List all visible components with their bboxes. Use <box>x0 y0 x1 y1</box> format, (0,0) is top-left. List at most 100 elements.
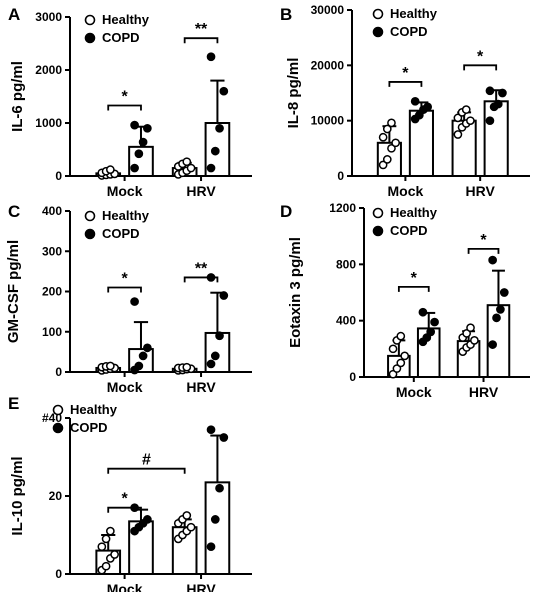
panel-letter: A <box>8 5 20 24</box>
legend-label: COPD <box>102 30 140 45</box>
panel-letter: D <box>280 202 292 221</box>
y-tick-label: 3000 <box>35 10 62 24</box>
data-point <box>461 105 471 114</box>
legend-marker-copd <box>84 228 96 240</box>
data-point <box>392 364 402 373</box>
y-tick-label: 30000 <box>311 3 345 17</box>
data-point <box>130 120 139 130</box>
data-point <box>410 96 420 106</box>
legend-label: COPD <box>70 420 108 435</box>
y-tick-label: 400 <box>42 204 62 218</box>
significance-bracket <box>183 37 219 44</box>
significance-label: * <box>121 491 128 508</box>
significance-bracket <box>183 276 219 283</box>
significance-label: * <box>477 48 484 65</box>
significance-bracket <box>107 286 142 293</box>
data-point <box>414 110 424 120</box>
data-point <box>134 149 144 159</box>
legend-label: Healthy <box>102 208 150 223</box>
significance-bracket <box>388 81 423 87</box>
data-point <box>418 307 428 317</box>
data-point <box>400 351 410 361</box>
data-point <box>186 522 196 532</box>
data-point <box>462 328 471 338</box>
y-axis-label: IL-6 pg/ml <box>9 61 26 132</box>
data-point <box>498 88 507 98</box>
x-category-label: Mock <box>388 183 424 199</box>
data-point <box>387 143 396 153</box>
y-tick-label: 0 <box>55 365 62 379</box>
data-point <box>105 526 115 536</box>
data-point <box>186 163 196 173</box>
data-point <box>210 515 220 524</box>
y-tick-label: 1200 <box>329 201 356 215</box>
data-point <box>97 542 107 552</box>
legend-label: Healthy <box>102 12 150 27</box>
x-category-label: HRV <box>186 183 216 199</box>
x-category-label: HRV <box>186 379 216 395</box>
y-tick-label: 10000 <box>311 114 345 128</box>
data-point <box>453 113 463 123</box>
panel-letter: C <box>8 202 20 221</box>
y-tick-label: 0 <box>55 567 62 581</box>
y-axis-label: Eotaxin 3 pg/ml <box>287 237 304 348</box>
data-point <box>143 343 152 353</box>
significance-label: * <box>480 232 487 249</box>
panel-letter: E <box>8 394 19 413</box>
data-point <box>496 305 505 314</box>
data-point <box>101 561 111 571</box>
data-point <box>378 160 388 170</box>
data-point <box>470 336 479 345</box>
data-point <box>485 116 495 126</box>
significance-bracket <box>397 285 430 292</box>
data-point <box>206 425 216 435</box>
data-point <box>215 123 224 133</box>
significance-bracket <box>107 104 142 111</box>
data-point <box>388 369 398 379</box>
data-point <box>210 351 220 361</box>
panel-b: B IL-8 pg/ml 0 10000 20000 30000 Mock HRV * * Heal… <box>280 3 530 199</box>
y-tick-label: 2000 <box>35 63 62 77</box>
x-category-label: HRV <box>186 581 216 592</box>
data-point <box>138 351 148 361</box>
y-tick-label: 0 <box>337 169 344 183</box>
data-point <box>101 534 111 544</box>
data-point <box>138 137 148 147</box>
significance-label: # <box>142 452 151 469</box>
legend-marker-healthy <box>84 14 96 26</box>
data-point <box>485 86 495 96</box>
data-point <box>105 361 115 371</box>
significance-label: * <box>121 89 128 106</box>
significance-label: ** <box>195 260 208 277</box>
significance-label: ** <box>195 21 208 38</box>
data-point <box>206 542 216 552</box>
legend-marker-copd <box>84 32 96 44</box>
data-point <box>453 130 463 139</box>
data-point <box>493 99 503 109</box>
y-tick-label: 0 <box>349 370 356 384</box>
data-point <box>499 288 509 297</box>
significance-bracket <box>467 247 500 254</box>
legend-label: COPD <box>102 226 140 241</box>
data-point <box>143 515 152 524</box>
significance-bracket <box>107 506 142 513</box>
y-tick-label: 20000 <box>311 58 345 72</box>
legend-label: COPD <box>390 24 428 39</box>
data-point <box>396 358 406 368</box>
data-point <box>134 361 144 371</box>
y-tick-label: 1000 <box>35 116 62 130</box>
data-point <box>382 155 392 164</box>
legend-marker-copd <box>372 26 384 38</box>
legend-marker-copd <box>52 422 64 434</box>
bar-copd <box>204 481 231 576</box>
data-point <box>130 163 139 173</box>
data-point <box>378 132 388 142</box>
legend-marker-copd <box>372 225 384 237</box>
data-point <box>143 123 152 133</box>
significance-bracket <box>107 467 186 474</box>
data-point <box>488 340 497 349</box>
